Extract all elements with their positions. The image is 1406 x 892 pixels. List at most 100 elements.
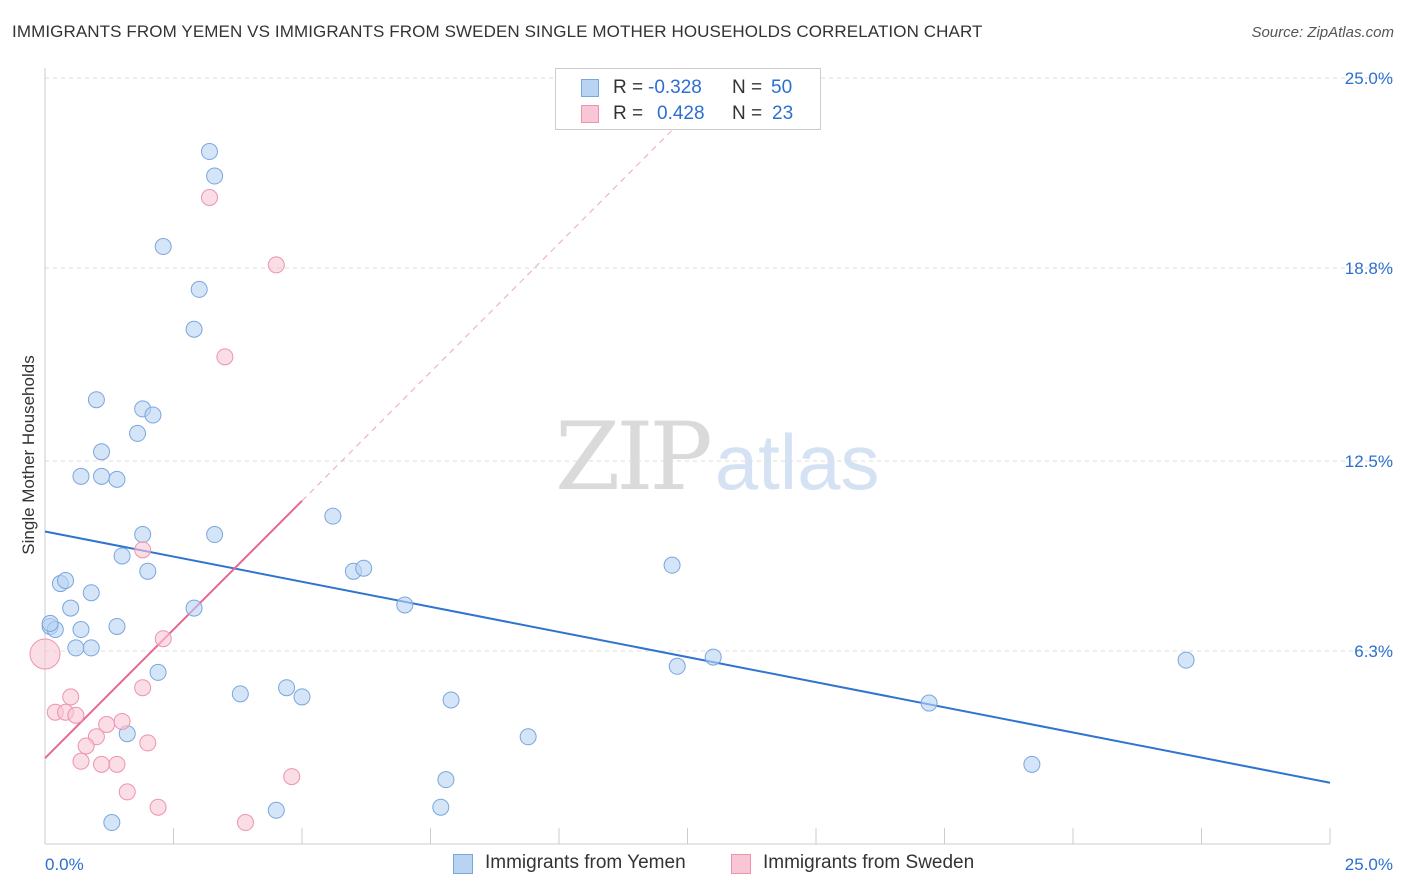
yemen-point xyxy=(200,143,218,161)
sweden-point xyxy=(113,712,131,730)
yemen-point xyxy=(206,526,224,544)
yemen-point xyxy=(1023,755,1041,773)
trendlines xyxy=(44,77,1331,784)
yemen-n-value: 50 xyxy=(771,77,793,98)
sweden-point xyxy=(216,348,234,366)
yemen-point xyxy=(103,814,121,832)
tick-labels: 6.3% 12.5% 18.8% 25.0% 0.0% 25.0% xyxy=(45,69,1393,874)
sweden-point xyxy=(108,755,126,773)
legend-sweden-label: Immigrants from Sweden xyxy=(763,852,975,873)
yemen-point xyxy=(72,467,90,485)
yemen-point xyxy=(113,547,131,565)
yemen-point xyxy=(442,691,460,709)
gridlines xyxy=(45,77,1395,652)
sweden-n-value: 23 xyxy=(772,103,794,124)
yemen-point xyxy=(519,728,537,746)
legend-yemen-swatch xyxy=(453,854,473,874)
y-tick-label: 25.0% xyxy=(1345,69,1393,88)
yemen-point xyxy=(920,694,938,712)
yemen-point xyxy=(396,596,414,614)
watermark-atlas: atlas xyxy=(714,418,880,506)
stats-row-sweden: R = 0.428 N = 23 xyxy=(556,101,822,127)
yemen-point xyxy=(67,639,85,657)
y-tick-label: 18.8% xyxy=(1345,259,1393,278)
sweden-point xyxy=(134,541,152,559)
sweden-r-label: R = xyxy=(613,103,644,124)
yemen-point xyxy=(41,614,59,632)
sweden-point xyxy=(236,814,254,832)
yemen-point xyxy=(108,470,126,488)
yemen-point xyxy=(62,599,80,617)
sweden-point xyxy=(77,737,95,755)
x-tick-label: 0.0% xyxy=(45,855,84,874)
yemen-point xyxy=(704,648,722,666)
yemen-point xyxy=(206,167,224,185)
yemen-point xyxy=(437,771,455,789)
sweden-point xyxy=(62,688,80,706)
chart-title: IMMIGRANTS FROM YEMEN VS IMMIGRANTS FROM… xyxy=(12,22,983,41)
legend-yemen-label: Immigrants from Yemen xyxy=(485,852,686,873)
yemen-point xyxy=(149,663,167,681)
legend-sweden-swatch xyxy=(731,854,751,874)
sweden-point xyxy=(72,752,90,770)
sweden-n-label: N = xyxy=(732,103,763,124)
y-tick-label: 6.3% xyxy=(1354,642,1393,661)
stats-box: R = -0.328 N = 50 R = 0.428 N = 23 xyxy=(555,68,821,130)
trendline-yemen xyxy=(44,530,1331,784)
yemen-point xyxy=(190,280,208,298)
sweden-point xyxy=(283,768,301,786)
yemen-point xyxy=(663,556,681,574)
yemen-point xyxy=(82,584,100,602)
yemen-point xyxy=(185,320,203,338)
trendline-sweden-extension xyxy=(301,77,725,502)
yemen-point xyxy=(324,507,342,525)
sweden-point xyxy=(139,734,157,752)
yemen-point xyxy=(134,526,152,544)
yemen-point xyxy=(82,639,100,657)
axes xyxy=(44,68,1331,845)
yemen-point xyxy=(267,801,285,819)
sweden-r-value: 0.428 xyxy=(657,103,705,124)
sweden-point xyxy=(200,188,218,206)
yemen-point xyxy=(93,467,111,485)
y-tick-label: 12.5% xyxy=(1345,452,1393,471)
yemen-r-label: R = xyxy=(613,77,644,98)
sweden-swatch xyxy=(581,105,599,123)
stats-row-yemen: R = -0.328 N = 50 xyxy=(556,75,822,101)
yemen-point xyxy=(72,621,90,639)
yemen-point xyxy=(108,617,126,635)
sweden-point xyxy=(29,638,61,670)
yemen-point xyxy=(355,559,373,577)
sweden-point xyxy=(93,755,111,773)
yemen-point xyxy=(1177,651,1195,669)
yemen-n-label: N = xyxy=(732,77,763,98)
watermark: ZIPatlas xyxy=(555,403,879,512)
yemen-r-value: -0.328 xyxy=(648,77,702,98)
yemen-point xyxy=(144,406,162,424)
data-points xyxy=(29,143,1195,832)
yemen-point xyxy=(231,685,249,703)
source-label: Source: ZipAtlas.com xyxy=(1251,24,1394,41)
sweden-point xyxy=(118,783,136,801)
yemen-swatch xyxy=(581,79,599,97)
sweden-point xyxy=(149,798,167,816)
yemen-point xyxy=(93,443,111,461)
yemen-point xyxy=(139,562,157,580)
sweden-point xyxy=(154,630,172,648)
sweden-point xyxy=(267,256,285,274)
yemen-point xyxy=(293,688,311,706)
yemen-point xyxy=(185,599,203,617)
sweden-point xyxy=(134,679,152,697)
yemen-point xyxy=(87,391,105,409)
watermark-zip: ZIP xyxy=(555,403,713,512)
yemen-point xyxy=(432,798,450,816)
yemen-point xyxy=(668,657,686,675)
trendline-sweden xyxy=(44,500,303,759)
sweden-point xyxy=(67,706,85,724)
yemen-point xyxy=(154,238,172,256)
yemen-point xyxy=(278,679,296,697)
yemen-point xyxy=(57,571,75,589)
yemen-point xyxy=(129,424,147,442)
x-tick-label: 25.0% xyxy=(1345,855,1393,874)
